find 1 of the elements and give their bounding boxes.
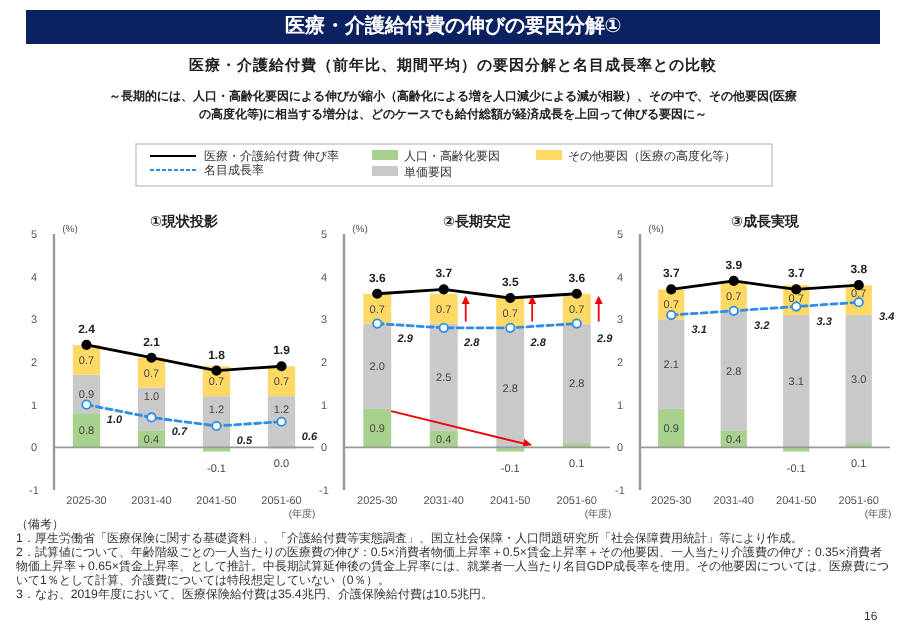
text: 医療・介護給付費の伸びの要因分解① — [26, 10, 880, 44]
